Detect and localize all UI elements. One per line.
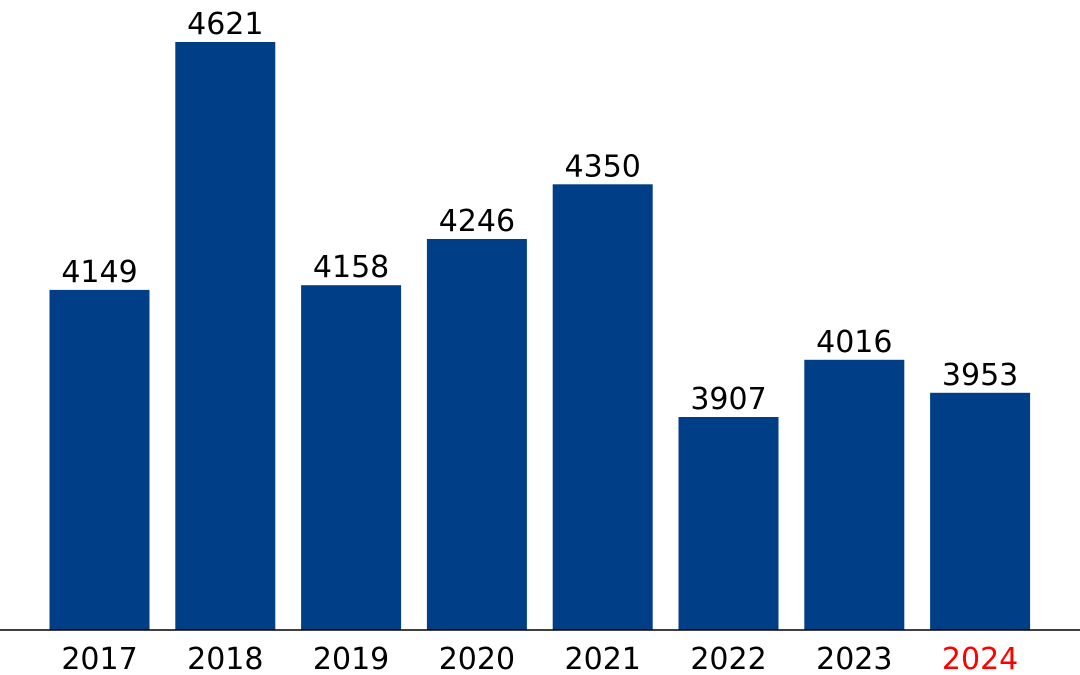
value-labels-group: 4149 4621 4158 4246 4350 3907 4016 3953: [61, 7, 1018, 417]
bar-2019: [301, 285, 402, 630]
bar-2024: [930, 392, 1031, 630]
value-label-2017: 4149: [61, 255, 137, 290]
bar-2018: [175, 42, 276, 630]
x-tick-label-2021: 2021: [565, 642, 641, 675]
value-label-2020: 4246: [439, 204, 515, 239]
bar-2022: [678, 417, 779, 630]
x-tick-labels: 2017 2018 2019 2020 2021 2022 2023 2024: [61, 642, 1018, 675]
x-tick-label-2018: 2018: [187, 642, 263, 675]
x-tick-label-2017: 2017: [61, 642, 137, 675]
value-label-2021: 4350: [565, 149, 641, 184]
bar-2017: [49, 289, 150, 630]
bar-2023: [804, 359, 905, 630]
x-tick-label-2023: 2023: [816, 642, 892, 675]
value-label-2023: 4016: [816, 325, 892, 360]
bar-2021: [552, 184, 653, 631]
x-tick-label-2024: 2024: [942, 642, 1018, 675]
value-label-2018: 4621: [187, 7, 263, 42]
bars-group: [49, 42, 1031, 631]
value-label-2022: 3907: [690, 382, 766, 417]
value-label-2024: 3953: [942, 358, 1018, 393]
value-label-2019: 4158: [313, 250, 389, 285]
x-tick-label-2022: 2022: [690, 642, 766, 675]
x-tick-label-2019: 2019: [313, 642, 389, 675]
bar-2020: [426, 239, 527, 630]
x-tick-label-2020: 2020: [439, 642, 515, 675]
